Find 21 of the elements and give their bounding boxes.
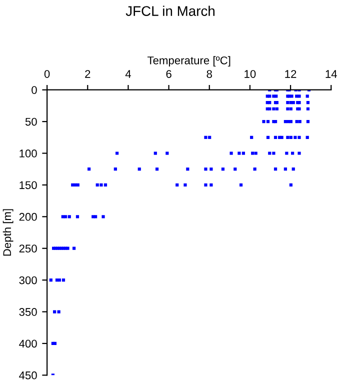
y-tick-label: 400	[19, 340, 37, 348]
x-tick-label: 4	[125, 70, 131, 78]
y-tick-label: 0	[32, 86, 37, 94]
y-tick-label: 450	[19, 371, 37, 380]
x-tick-label: 10	[244, 70, 256, 78]
x-tick-label: 2	[85, 70, 90, 78]
x-tick-label: 12	[285, 70, 296, 78]
x-axis-title: Temperature [ºC]	[147, 56, 230, 67]
x-tick-label: 8	[206, 70, 212, 78]
x-tick-label: 6	[166, 70, 172, 78]
y-tick-label: 250	[19, 244, 37, 252]
y-tick-label: 50	[25, 118, 37, 126]
x-tick-label: 0	[44, 70, 50, 78]
y-tick-label: 200	[19, 212, 37, 221]
chart-title: JFCL in March	[126, 6, 214, 16]
y-tick-label: 300	[19, 276, 37, 284]
y-tick-label: 350	[19, 308, 37, 316]
y-tick-label: 150	[20, 181, 37, 190]
y-tick-label: 100	[20, 150, 37, 158]
y-axis-title: Depth [m]	[2, 209, 14, 256]
x-tick-label: 14	[326, 70, 337, 78]
